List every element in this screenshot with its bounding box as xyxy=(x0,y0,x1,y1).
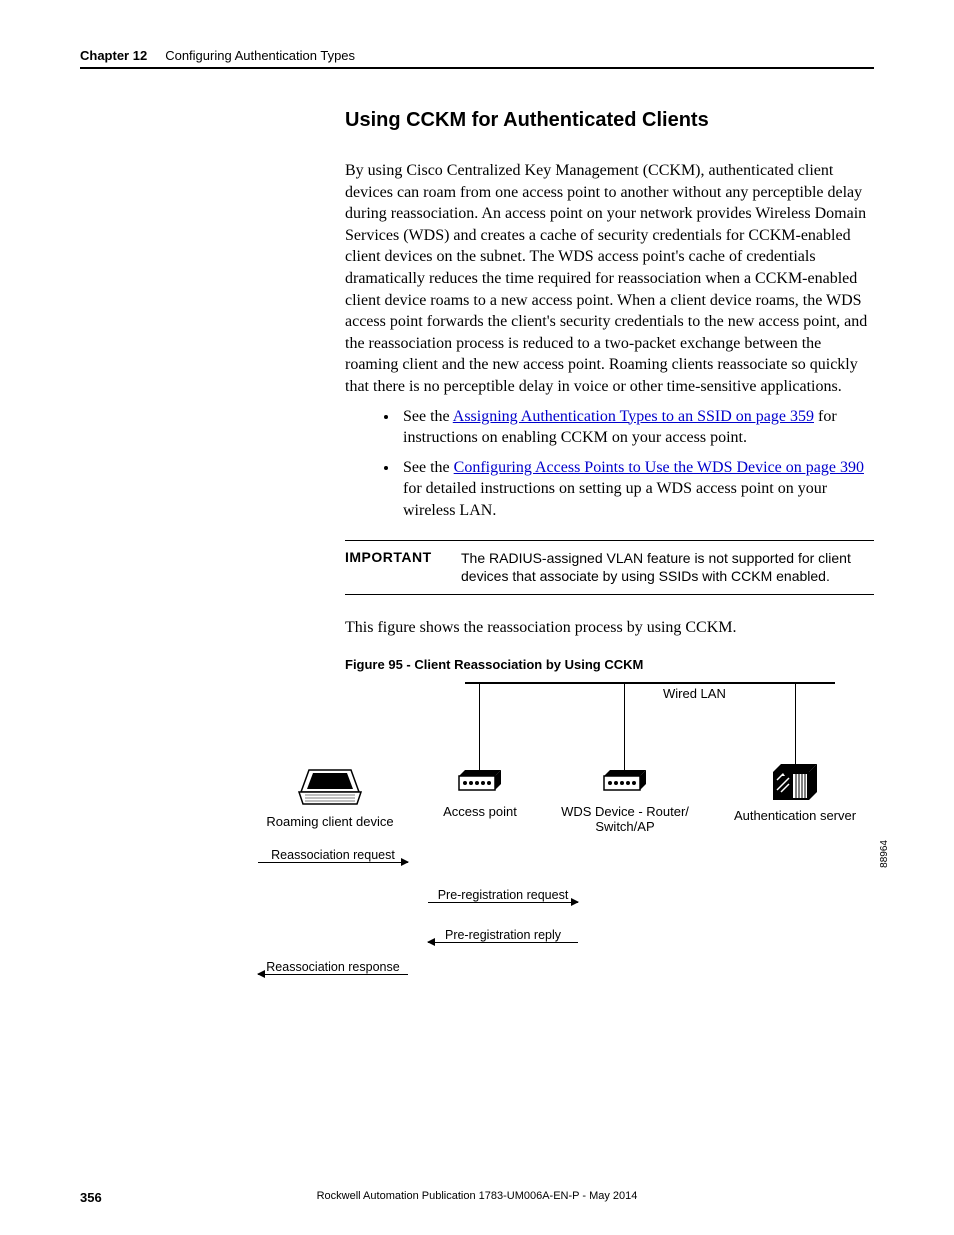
list-item: See the Assigning Authentication Types t… xyxy=(399,406,874,449)
page-number: 356 xyxy=(80,1190,102,1205)
device-wds: WDS Device - Router/ Switch/AP xyxy=(555,770,695,835)
list-item: See the Configuring Access Points to Use… xyxy=(399,457,874,522)
device-label: Access point xyxy=(410,804,550,820)
publication-line: Rockwell Automation Publication 1783-UM0… xyxy=(317,1190,638,1202)
important-label: IMPORTANT xyxy=(345,549,445,587)
link-config-wds[interactable]: Configuring Access Points to Use the WDS… xyxy=(454,459,864,476)
device-client: Roaming client device xyxy=(260,768,400,830)
bullet-list: See the Assigning Authentication Types t… xyxy=(399,406,874,522)
arrow-label: Reassociation request xyxy=(253,848,413,862)
link-assign-auth[interactable]: Assigning Authentication Types to an SSI… xyxy=(453,408,814,425)
text: for detailed instructions on setting up … xyxy=(403,480,827,519)
body-paragraph: This figure shows the reassociation proc… xyxy=(345,617,874,639)
chapter-label: Chapter 12 xyxy=(80,48,147,63)
page-footer: 356 Rockwell Automation Publication 1783… xyxy=(80,1190,874,1205)
device-auth-server: Authentication server xyxy=(725,764,865,824)
arrow-label: Pre-registration reply xyxy=(423,928,583,942)
wired-lan-line xyxy=(465,682,835,684)
wired-lan-label: Wired LAN xyxy=(663,686,726,701)
arrow-label: Pre-registration request xyxy=(423,888,583,902)
text: See the xyxy=(403,408,453,425)
figure-caption: Figure 95 - Client Reassociation by Usin… xyxy=(345,657,874,672)
device-label: Authentication server xyxy=(725,808,865,824)
diagram-cckm: Wired LAN Roaming client device xyxy=(235,680,875,990)
arrow-prereg-request: Pre-registration request xyxy=(423,888,583,903)
access-point-icon xyxy=(455,770,505,800)
arrow-reassoc-request: Reassociation request xyxy=(253,848,413,863)
laptop-icon xyxy=(297,768,363,810)
text: See the xyxy=(403,459,454,476)
server-icon xyxy=(767,764,823,804)
section-heading: Using CCKM for Authenticated Clients xyxy=(345,109,874,132)
diagram-vline xyxy=(795,682,796,766)
device-label: Roaming client device xyxy=(260,814,400,830)
arrow-reassoc-response: Reassociation response xyxy=(253,960,413,975)
device-label: WDS Device - Router/ Switch/AP xyxy=(555,804,695,835)
device-access-point: Access point xyxy=(410,770,550,820)
important-text: The RADIUS-assigned VLAN feature is not … xyxy=(461,549,874,587)
diagram-vline xyxy=(479,682,480,772)
router-icon xyxy=(600,770,650,800)
important-callout: IMPORTANT The RADIUS-assigned VLAN featu… xyxy=(345,540,874,596)
chapter-title: Configuring Authentication Types xyxy=(165,48,355,63)
page-header: Chapter 12 Configuring Authentication Ty… xyxy=(80,48,874,69)
body-paragraph: By using Cisco Centralized Key Managemen… xyxy=(345,160,874,398)
image-code: 88964 xyxy=(879,840,890,868)
arrow-label: Reassociation response xyxy=(253,960,413,974)
arrow-prereg-reply: Pre-registration reply xyxy=(423,928,583,943)
diagram-vline xyxy=(624,682,625,772)
